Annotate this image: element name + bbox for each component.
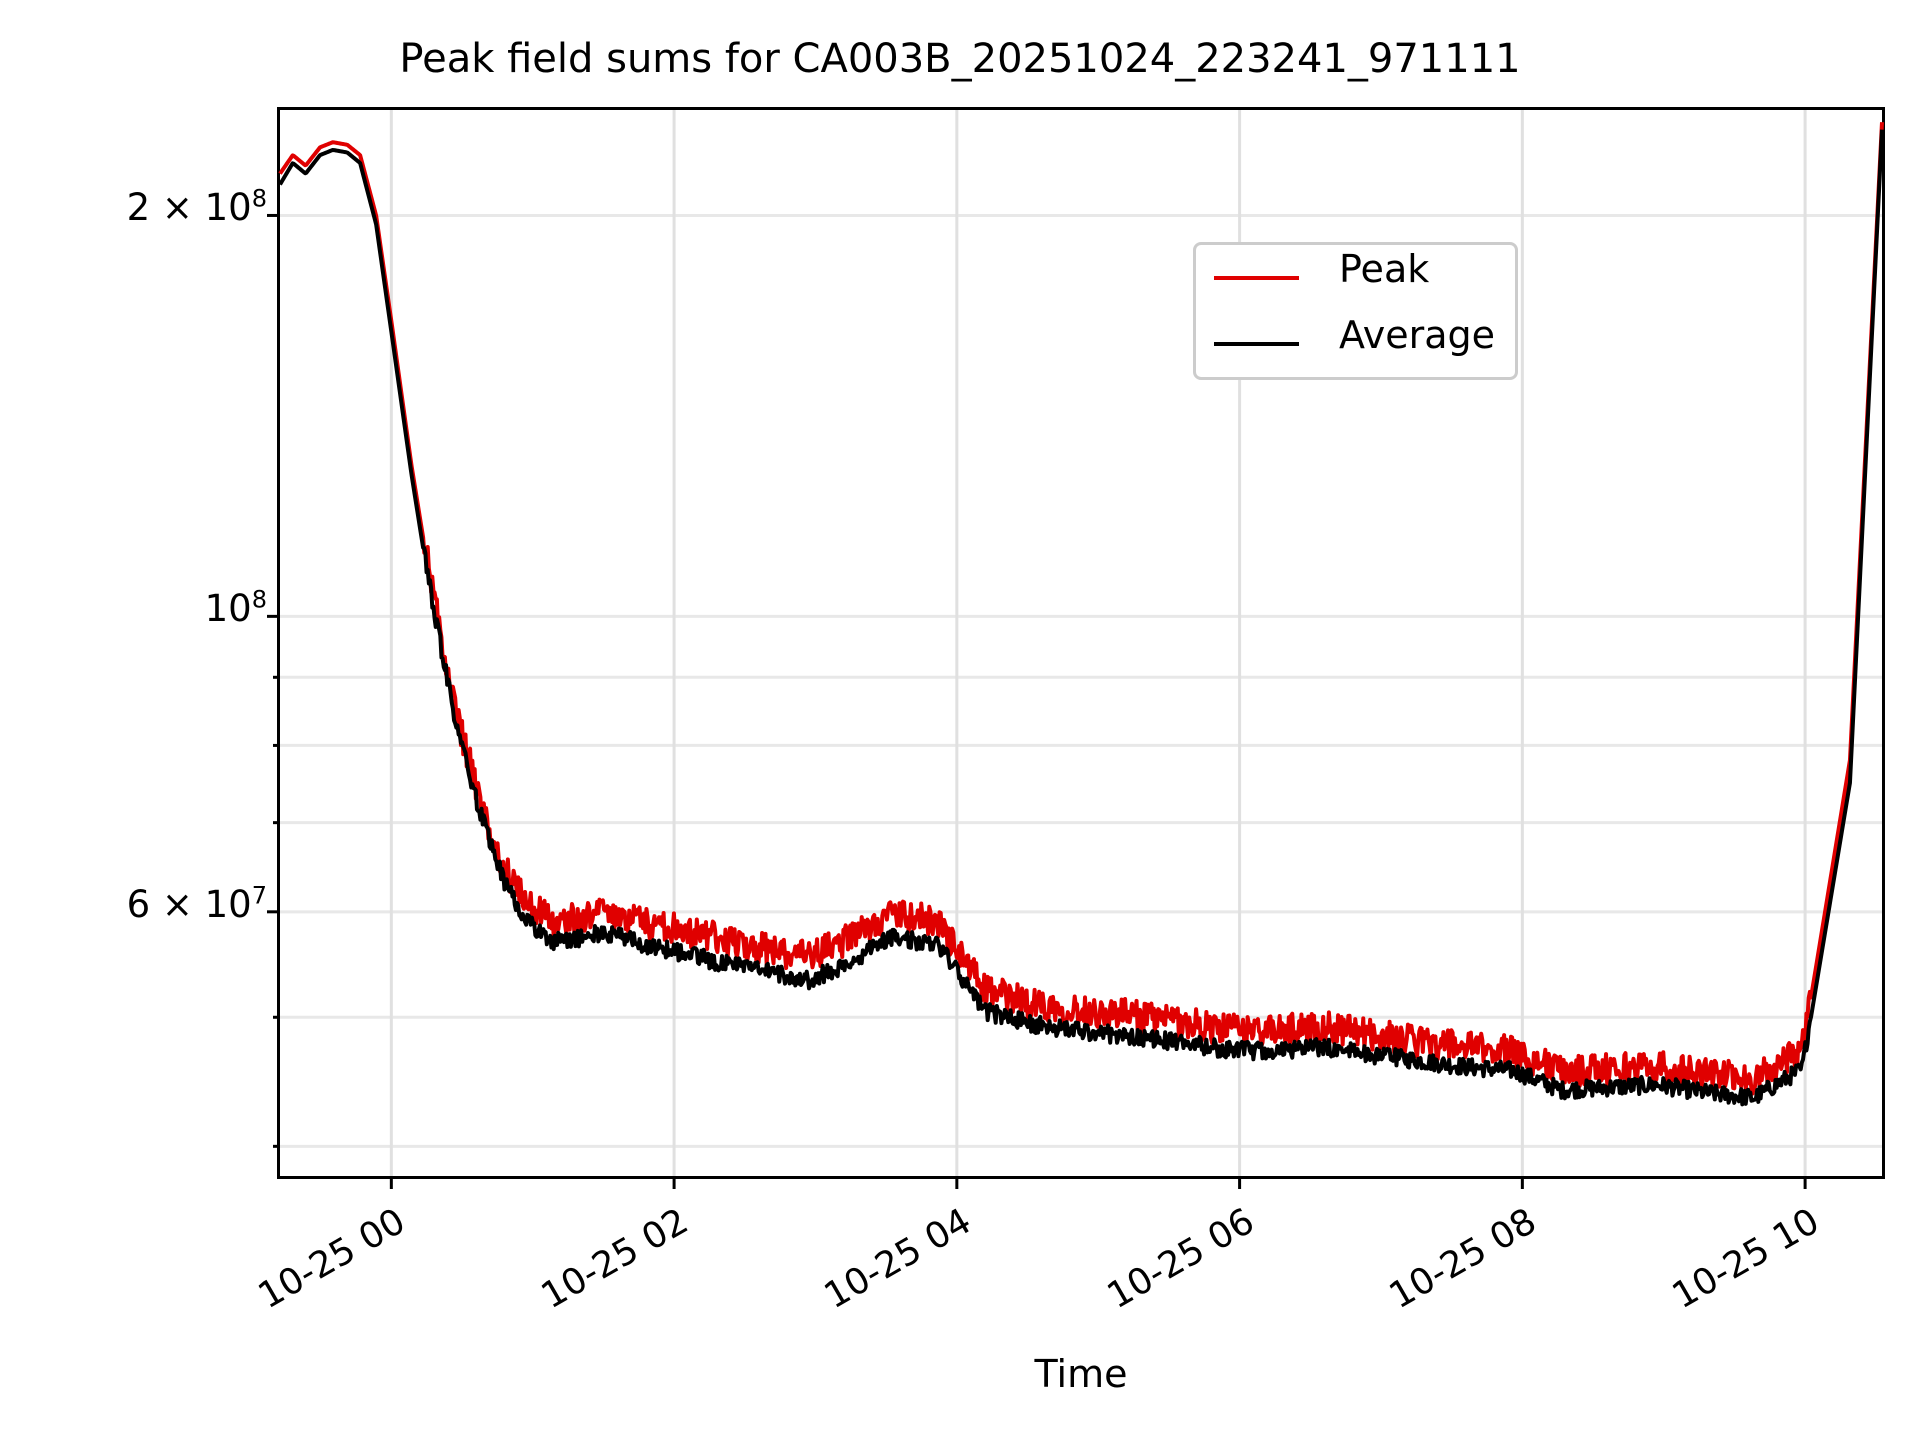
y-tick-label: 108	[204, 586, 267, 631]
page-title: Peak field sums for CA003B_20251024_2232…	[399, 36, 1521, 82]
x-tick-label: 10-25 10	[1665, 1200, 1827, 1318]
x-axis-label: Time	[1034, 1352, 1128, 1396]
x-tick-label: 10-25 04	[817, 1200, 979, 1318]
x-tick-label: 10-25 00	[251, 1200, 413, 1318]
data-series-layer	[278, 122, 1884, 1107]
x-tick-label: 10-25 02	[534, 1200, 696, 1318]
legend-swatch-peak	[1214, 276, 1299, 280]
y-tick-label: 2 × 108	[126, 185, 267, 230]
axis-tick-marks	[267, 213, 1807, 1189]
y-tick-label: 6 × 107	[126, 881, 267, 926]
x-tick-label: 10-25 08	[1382, 1200, 1544, 1318]
legend-label-peak: Peak	[1339, 247, 1430, 291]
legend-swatch-average	[1214, 342, 1299, 346]
legend-label-average: Average	[1339, 313, 1496, 357]
legend-entry-peak: Peak	[1196, 245, 1515, 314]
legend-entry-average: Average	[1196, 311, 1515, 380]
x-tick-label: 10-25 06	[1100, 1200, 1261, 1318]
plot-area: Peak Average	[267, 107, 1885, 1189]
legend: Peak Average	[1193, 242, 1518, 380]
